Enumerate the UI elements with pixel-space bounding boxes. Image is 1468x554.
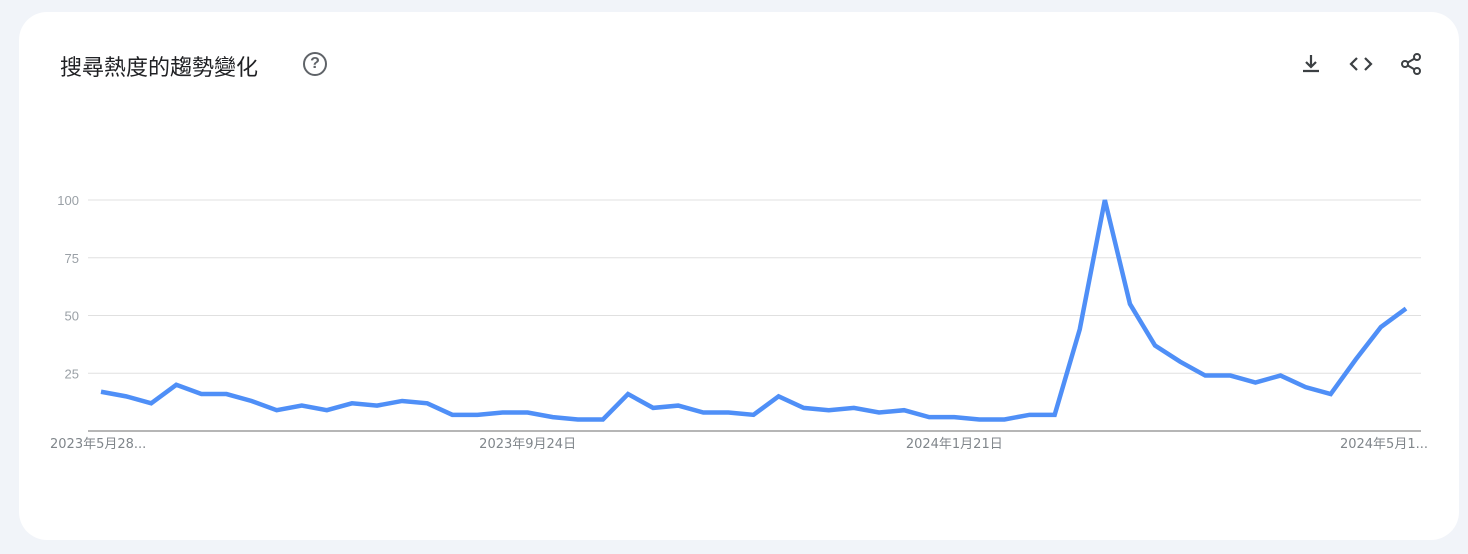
- trend-line: [100, 199, 1408, 422]
- y-tick-label: 100: [57, 193, 79, 208]
- y-tick-label: 50: [65, 309, 79, 324]
- x-tick-label: 2023年5月28...: [50, 437, 146, 452]
- y-tick-label: 25: [65, 366, 79, 381]
- toolbar: [1299, 52, 1423, 76]
- embed-icon[interactable]: [1349, 52, 1373, 76]
- x-tick-label: 2023年9月24日: [479, 437, 576, 452]
- x-tick-label: 2024年5月1...: [1340, 437, 1428, 452]
- x-tick-label: 2024年1月21日: [906, 437, 1003, 452]
- y-tick-label: 75: [65, 251, 79, 266]
- trend-card: 搜尋熱度的趨勢變化 ?: [19, 12, 1459, 540]
- share-icon[interactable]: [1399, 52, 1423, 76]
- help-circle-icon[interactable]: ?: [303, 52, 327, 76]
- download-icon[interactable]: [1299, 52, 1323, 76]
- card-title: 搜尋熱度的趨勢變化: [60, 56, 259, 81]
